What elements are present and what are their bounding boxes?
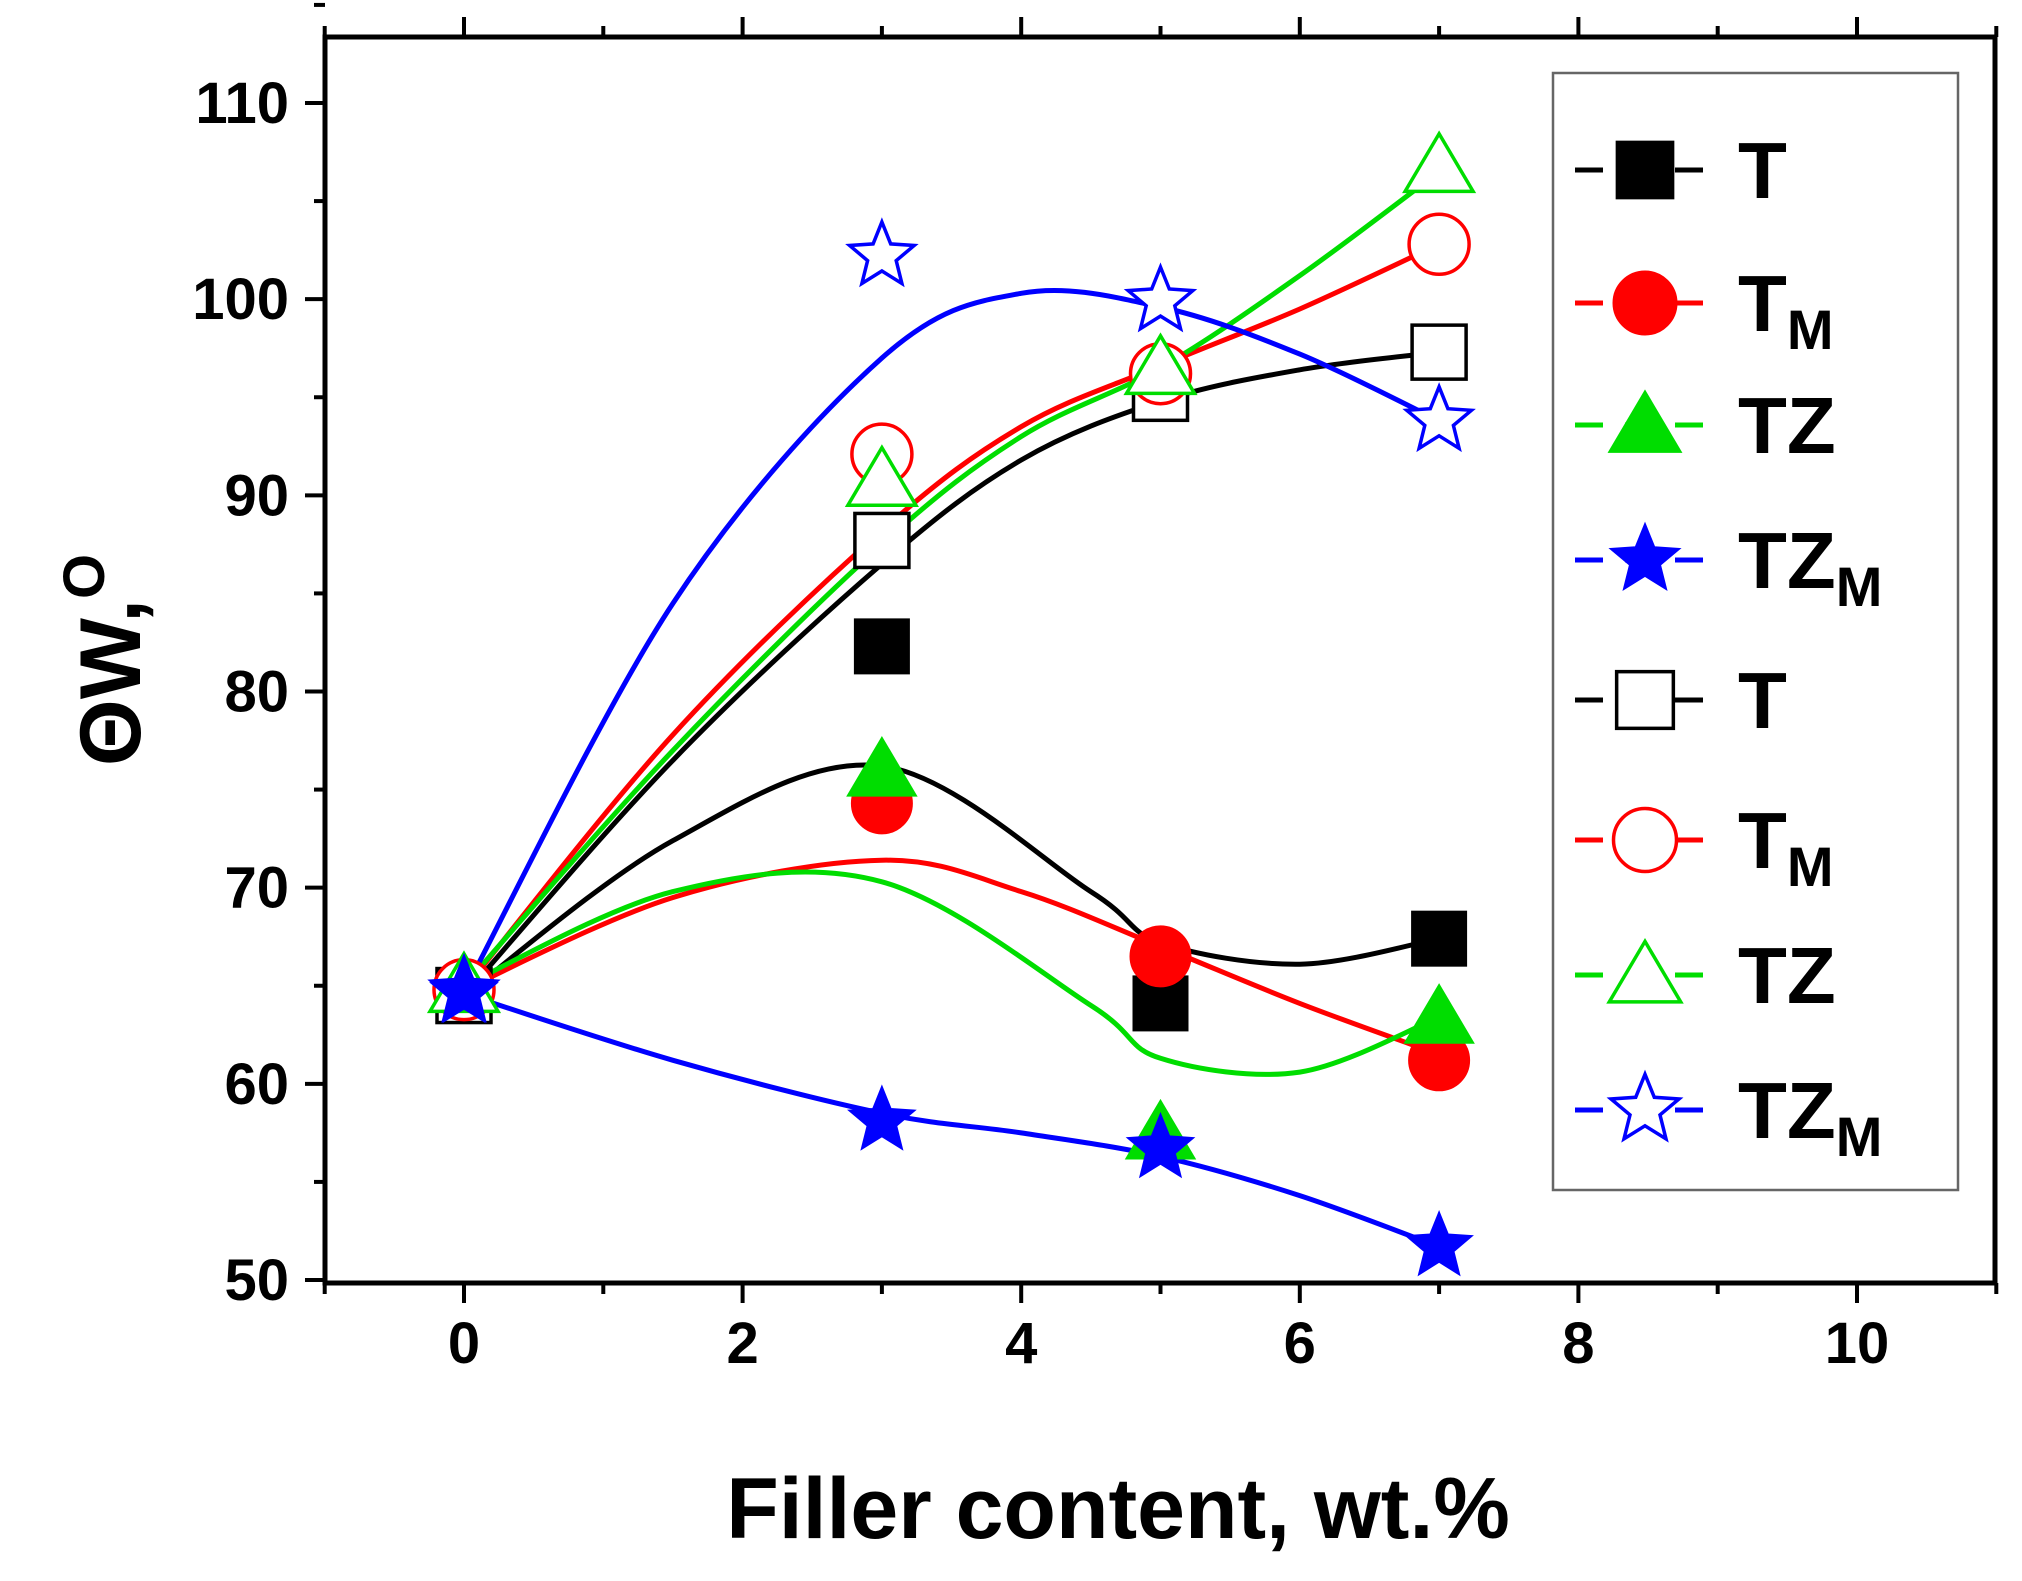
point-tzm-open [1123, 262, 1198, 333]
point-tzm-open [845, 217, 919, 288]
y-axis-title-main: ΘW, [63, 599, 159, 766]
point-tz-filled [846, 735, 918, 797]
legend-item-tz-open: TZ [1575, 931, 1836, 1020]
legend-item-t-open: T [1575, 656, 1787, 745]
legend-item-tzm-open: TZM [1575, 1066, 1882, 1168]
svg-text:ΘW,O: ΘW,O [52, 554, 159, 766]
y-tick-label: 80 [224, 660, 289, 725]
y-tick-label: 50 [224, 1248, 289, 1313]
legend-marker [1614, 669, 1676, 731]
y-tick-label: 100 [192, 267, 289, 332]
legend-marker [1607, 389, 1683, 453]
x-tick-label: 10 [1825, 1311, 1890, 1376]
point-t-filled [853, 618, 910, 675]
x-tick-label: 4 [1005, 1311, 1037, 1376]
legend-label: TM [1738, 259, 1834, 361]
x-tick-label: 2 [726, 1311, 758, 1376]
y-axis-title-degree: O [52, 554, 117, 599]
curve-tz-open [462, 169, 1441, 988]
curve-tm-open [462, 241, 1441, 992]
point-tz-open [1402, 130, 1477, 194]
curve-t-open [462, 349, 1440, 998]
axis-ticks: 0 2 4 6 8 10 50 60 70 80 90 100 110 [192, 2, 1999, 1376]
curve-t-filled [462, 762, 1440, 998]
legend-item-tm-open: TM [1575, 796, 1834, 898]
point-tzm-filled [847, 1084, 917, 1151]
point-t-filled [1411, 910, 1468, 967]
legend-item-t-filled: T [1575, 126, 1787, 215]
legend-label: TM [1738, 796, 1834, 898]
legend-marker [1608, 521, 1682, 592]
x-tick-label: 0 [448, 1311, 480, 1376]
point-tm-open [1407, 212, 1471, 276]
point-tzm-open [1402, 382, 1476, 453]
point-tzm-filled [1125, 1111, 1196, 1179]
point-tzm-filled [429, 956, 499, 1024]
y-tick-label: 60 [224, 1052, 289, 1117]
point-t-open [853, 511, 911, 570]
point-tz-open [1123, 332, 1198, 396]
y-tick-label: 70 [224, 856, 289, 921]
legend-label: TZ [1738, 381, 1836, 470]
legend-marker [1611, 806, 1679, 874]
x-tick-label: 8 [1562, 1311, 1594, 1376]
x-tick-label: 6 [1284, 1311, 1316, 1376]
legend: T TM TZ TZM T TM TZ TZM [1575, 126, 1882, 1168]
y-tick-label: 110 [195, 71, 289, 136]
curve-tzm-open [461, 287, 1441, 993]
curve-tz-filled [462, 869, 1441, 1077]
legend-label: T [1738, 656, 1787, 745]
legend-item-tzm-filled: TZM [1575, 516, 1882, 618]
legend-label: T [1738, 126, 1787, 215]
y-tick-label: 90 [224, 463, 289, 528]
legend-label: TZM [1738, 1066, 1882, 1168]
legend-box [1551, 71, 1960, 1192]
legend-label: TZ [1738, 931, 1836, 1020]
y-axis-title: ΘW,O [52, 554, 159, 766]
point-tm-filled [1129, 925, 1192, 988]
legend-marker [1612, 270, 1678, 336]
point-tz-filled [1403, 983, 1475, 1044]
x-axis-title: Filler content, wt.% [726, 1461, 1510, 1557]
series-curves [461, 169, 1441, 1250]
point-t-open [1410, 323, 1468, 381]
point-tz-open [844, 444, 919, 507]
legend-marker [1606, 1069, 1684, 1143]
curve-tzm-filled [463, 991, 1440, 1250]
curve-tm-filled [462, 857, 1440, 1057]
legend-item-tm-filled: TM [1575, 259, 1834, 361]
legend-item-tz-filled: TZ [1575, 381, 1836, 470]
point-tzm-filled [1404, 1210, 1474, 1277]
legend-marker [1606, 937, 1684, 1004]
legend-label: TZM [1738, 516, 1882, 618]
series-markers [426, 130, 1477, 1277]
legend-marker [1615, 140, 1675, 200]
